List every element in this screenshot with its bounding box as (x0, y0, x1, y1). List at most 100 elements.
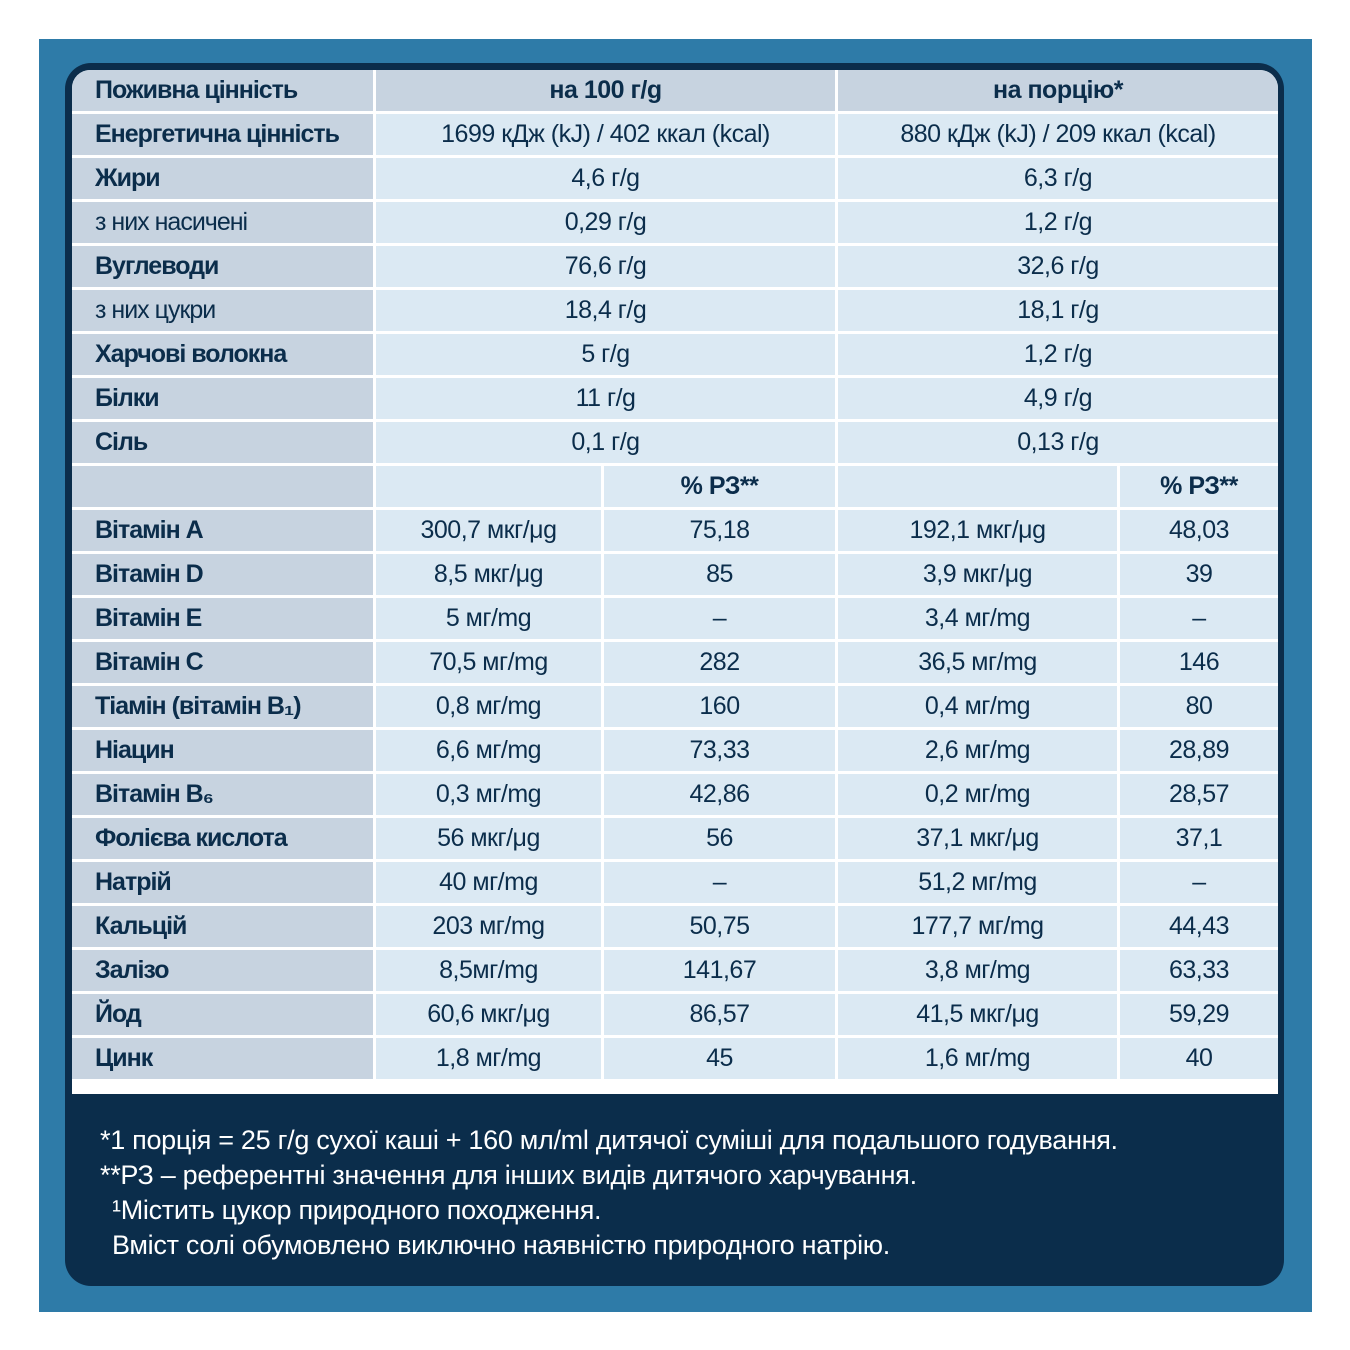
percent-per-100g: 141,67 (604, 950, 835, 991)
percent-header-100g: % РЗ** (604, 466, 835, 507)
percent-per-100g: 86,57 (604, 994, 835, 1035)
table-row: Енергетична цінність 1699 кДж (kJ) / 402 … (72, 114, 1278, 155)
empty-label (72, 466, 373, 507)
value-per-serving: 0,13 г/g (838, 422, 1278, 463)
percent-per-serving: 59,29 (1120, 994, 1278, 1035)
value-per-100g: 1699 кДж (kJ) / 402 ккал (kcal) (376, 114, 835, 155)
header-per-100g: на 100 г/g (376, 70, 835, 111)
value-per-100g: 300,7 мкг/μg (376, 510, 601, 551)
percent-per-serving: 40 (1120, 1038, 1278, 1079)
value-per-serving: 0,4 мг/mg (838, 686, 1117, 727)
value-per-100g: 60,6 мкг/μg (376, 994, 601, 1035)
percent-header-serving: % РЗ** (1120, 466, 1278, 507)
nutrient-label: з них цукри (72, 290, 373, 331)
percent-per-100g: 282 (604, 642, 835, 683)
header-per-serving: на порцію* (838, 70, 1278, 111)
value-per-serving: 36,5 мг/mg (838, 642, 1117, 683)
value-per-serving: 3,9 мкг/μg (838, 554, 1117, 595)
percent-per-serving: – (1120, 598, 1278, 639)
value-per-serving: 4,9 г/g (838, 378, 1278, 419)
value-per-serving: 880 кДж (kJ) / 209 ккал (kcal) (838, 114, 1278, 155)
nutrient-label: Вітамін C (72, 642, 373, 683)
percent-per-100g: 85 (604, 554, 835, 595)
table-row: Харчові волокна 5 г/g 1,2 г/g (72, 334, 1278, 375)
value-per-serving: 32,6 г/g (838, 246, 1278, 287)
percent-per-serving: 48,03 (1120, 510, 1278, 551)
nutrient-label: Фолієва кислота (72, 818, 373, 859)
value-per-serving: 3,4 мг/mg (838, 598, 1117, 639)
percent-per-100g: 75,18 (604, 510, 835, 551)
nutrient-label: Тіамін (вітамін B₁) (72, 686, 373, 727)
percent-per-serving: 63,33 (1120, 950, 1278, 991)
nutrient-label: Цинк (72, 1038, 373, 1079)
value-per-serving: 1,6 мг/mg (838, 1038, 1117, 1079)
value-per-100g: 8,5мг/mg (376, 950, 601, 991)
nutrient-label: з них насичені (72, 202, 373, 243)
nutrient-label: Кальцій (72, 906, 373, 947)
value-per-serving: 18,1 г/g (838, 290, 1278, 331)
table-row: Сіль 0,1 г/g 0,13 г/g (72, 422, 1278, 463)
percent-per-100g: 50,75 (604, 906, 835, 947)
percent-per-100g: 42,86 (604, 774, 835, 815)
table-row: Залізо 8,5мг/mg 141,67 3,8 мг/mg 63,33 (72, 950, 1278, 991)
nutrient-label: Вітамін A (72, 510, 373, 551)
percent-header-row: % РЗ** % РЗ** (72, 466, 1278, 507)
footnote-salt: Вміст солі обумовлено виключно наявністю… (112, 1230, 890, 1260)
table-row: Білки 11 г/g 4,9 г/g (72, 378, 1278, 419)
table-row: Йод 60,6 мкг/μg 86,57 41,5 мкг/μg 59,29 (72, 994, 1278, 1035)
table-row: Вітамін B₆ 0,3 мг/mg 42,86 0,2 мг/mg 28,57 (72, 774, 1278, 815)
table-row: Фолієва кислота 56 мкг/μg 56 37,1 мкг/μg 37,… (72, 818, 1278, 859)
nutrient-label: Білки (72, 378, 373, 419)
value-per-100g: 5 г/g (376, 334, 835, 375)
value-per-100g: 70,5 мг/mg (376, 642, 601, 683)
percent-per-serving: 80 (1120, 686, 1278, 727)
percent-per-serving: 44,43 (1120, 906, 1278, 947)
value-per-100g: 8,5 мкг/μg (376, 554, 601, 595)
nutrition-table: Поживна цінність на 100 г/g на порцію* Енер… (72, 70, 1278, 1094)
value-per-serving: 6,3 г/g (838, 158, 1278, 199)
table-header: Поживна цінність на 100 г/g на порцію* (72, 70, 1278, 111)
value-per-100g: 0,29 г/g (376, 202, 835, 243)
nutrient-label: Ніацин (72, 730, 373, 771)
percent-per-100g: 160 (604, 686, 835, 727)
table-row: Вітамін A 300,7 мкг/μg 75,18 192,1 мкг/μg 48… (72, 510, 1278, 551)
table-row: з них цукри 18,4 г/g 18,1 г/g (72, 290, 1278, 331)
nutrient-label: Натрій (72, 862, 373, 903)
value-per-100g: 6,6 мг/mg (376, 730, 601, 771)
header-label: Поживна цінність (72, 70, 373, 111)
value-per-100g: 40 мг/mg (376, 862, 601, 903)
empty-cell (376, 466, 601, 507)
nutrient-label: Вітамін E (72, 598, 373, 639)
value-per-100g: 4,6 г/g (376, 158, 835, 199)
nutrient-label: Жири (72, 158, 373, 199)
percent-per-serving: – (1120, 862, 1278, 903)
empty-cell (838, 466, 1117, 507)
value-per-100g: 56 мкг/μg (376, 818, 601, 859)
percent-per-100g: – (604, 862, 835, 903)
nutrient-label: Вітамін D (72, 554, 373, 595)
value-per-100g: 1,8 мг/mg (376, 1038, 601, 1079)
percent-per-100g: 73,33 (604, 730, 835, 771)
nutrient-label: Вітамін B₆ (72, 774, 373, 815)
value-per-serving: 1,2 г/g (838, 334, 1278, 375)
value-per-100g: 5 мг/mg (376, 598, 601, 639)
value-per-serving: 41,5 мкг/μg (838, 994, 1117, 1035)
table-row: Тіамін (вітамін B₁) 0,8 мг/mg 160 0,4 мг/mg… (72, 686, 1278, 727)
value-per-100g: 11 г/g (376, 378, 835, 419)
table-row: Ніацин 6,6 мг/mg 73,33 2,6 мг/mg 28,89 (72, 730, 1278, 771)
value-per-serving: 1,2 г/g (838, 202, 1278, 243)
value-per-serving: 177,7 мг/mg (838, 906, 1117, 947)
table-row: Жири 4,6 г/g 6,3 г/g (72, 158, 1278, 199)
table-row: Цинк 1,8 мг/mg 45 1,6 мг/mg 40 (72, 1038, 1278, 1079)
percent-per-serving: 39 (1120, 554, 1278, 595)
table-row: Кальцій 203 мг/mg 50,75 177,7 мг/mg 44,43 (72, 906, 1278, 947)
table-row: Натрій 40 мг/mg –51,2 мг/mg – (72, 862, 1278, 903)
value-per-100g: 76,6 г/g (376, 246, 835, 287)
percent-per-100g: 56 (604, 818, 835, 859)
value-per-serving: 37,1 мкг/μg (838, 818, 1117, 859)
nutrient-label: Вуглеводи (72, 246, 373, 287)
table-row: Вуглеводи 76,6 г/g 32,6 г/g (72, 246, 1278, 287)
value-per-100g: 203 мг/mg (376, 906, 601, 947)
table-row: Вітамін D 8,5 мкг/μg 85 3,9 мкг/μg 39 (72, 554, 1278, 595)
